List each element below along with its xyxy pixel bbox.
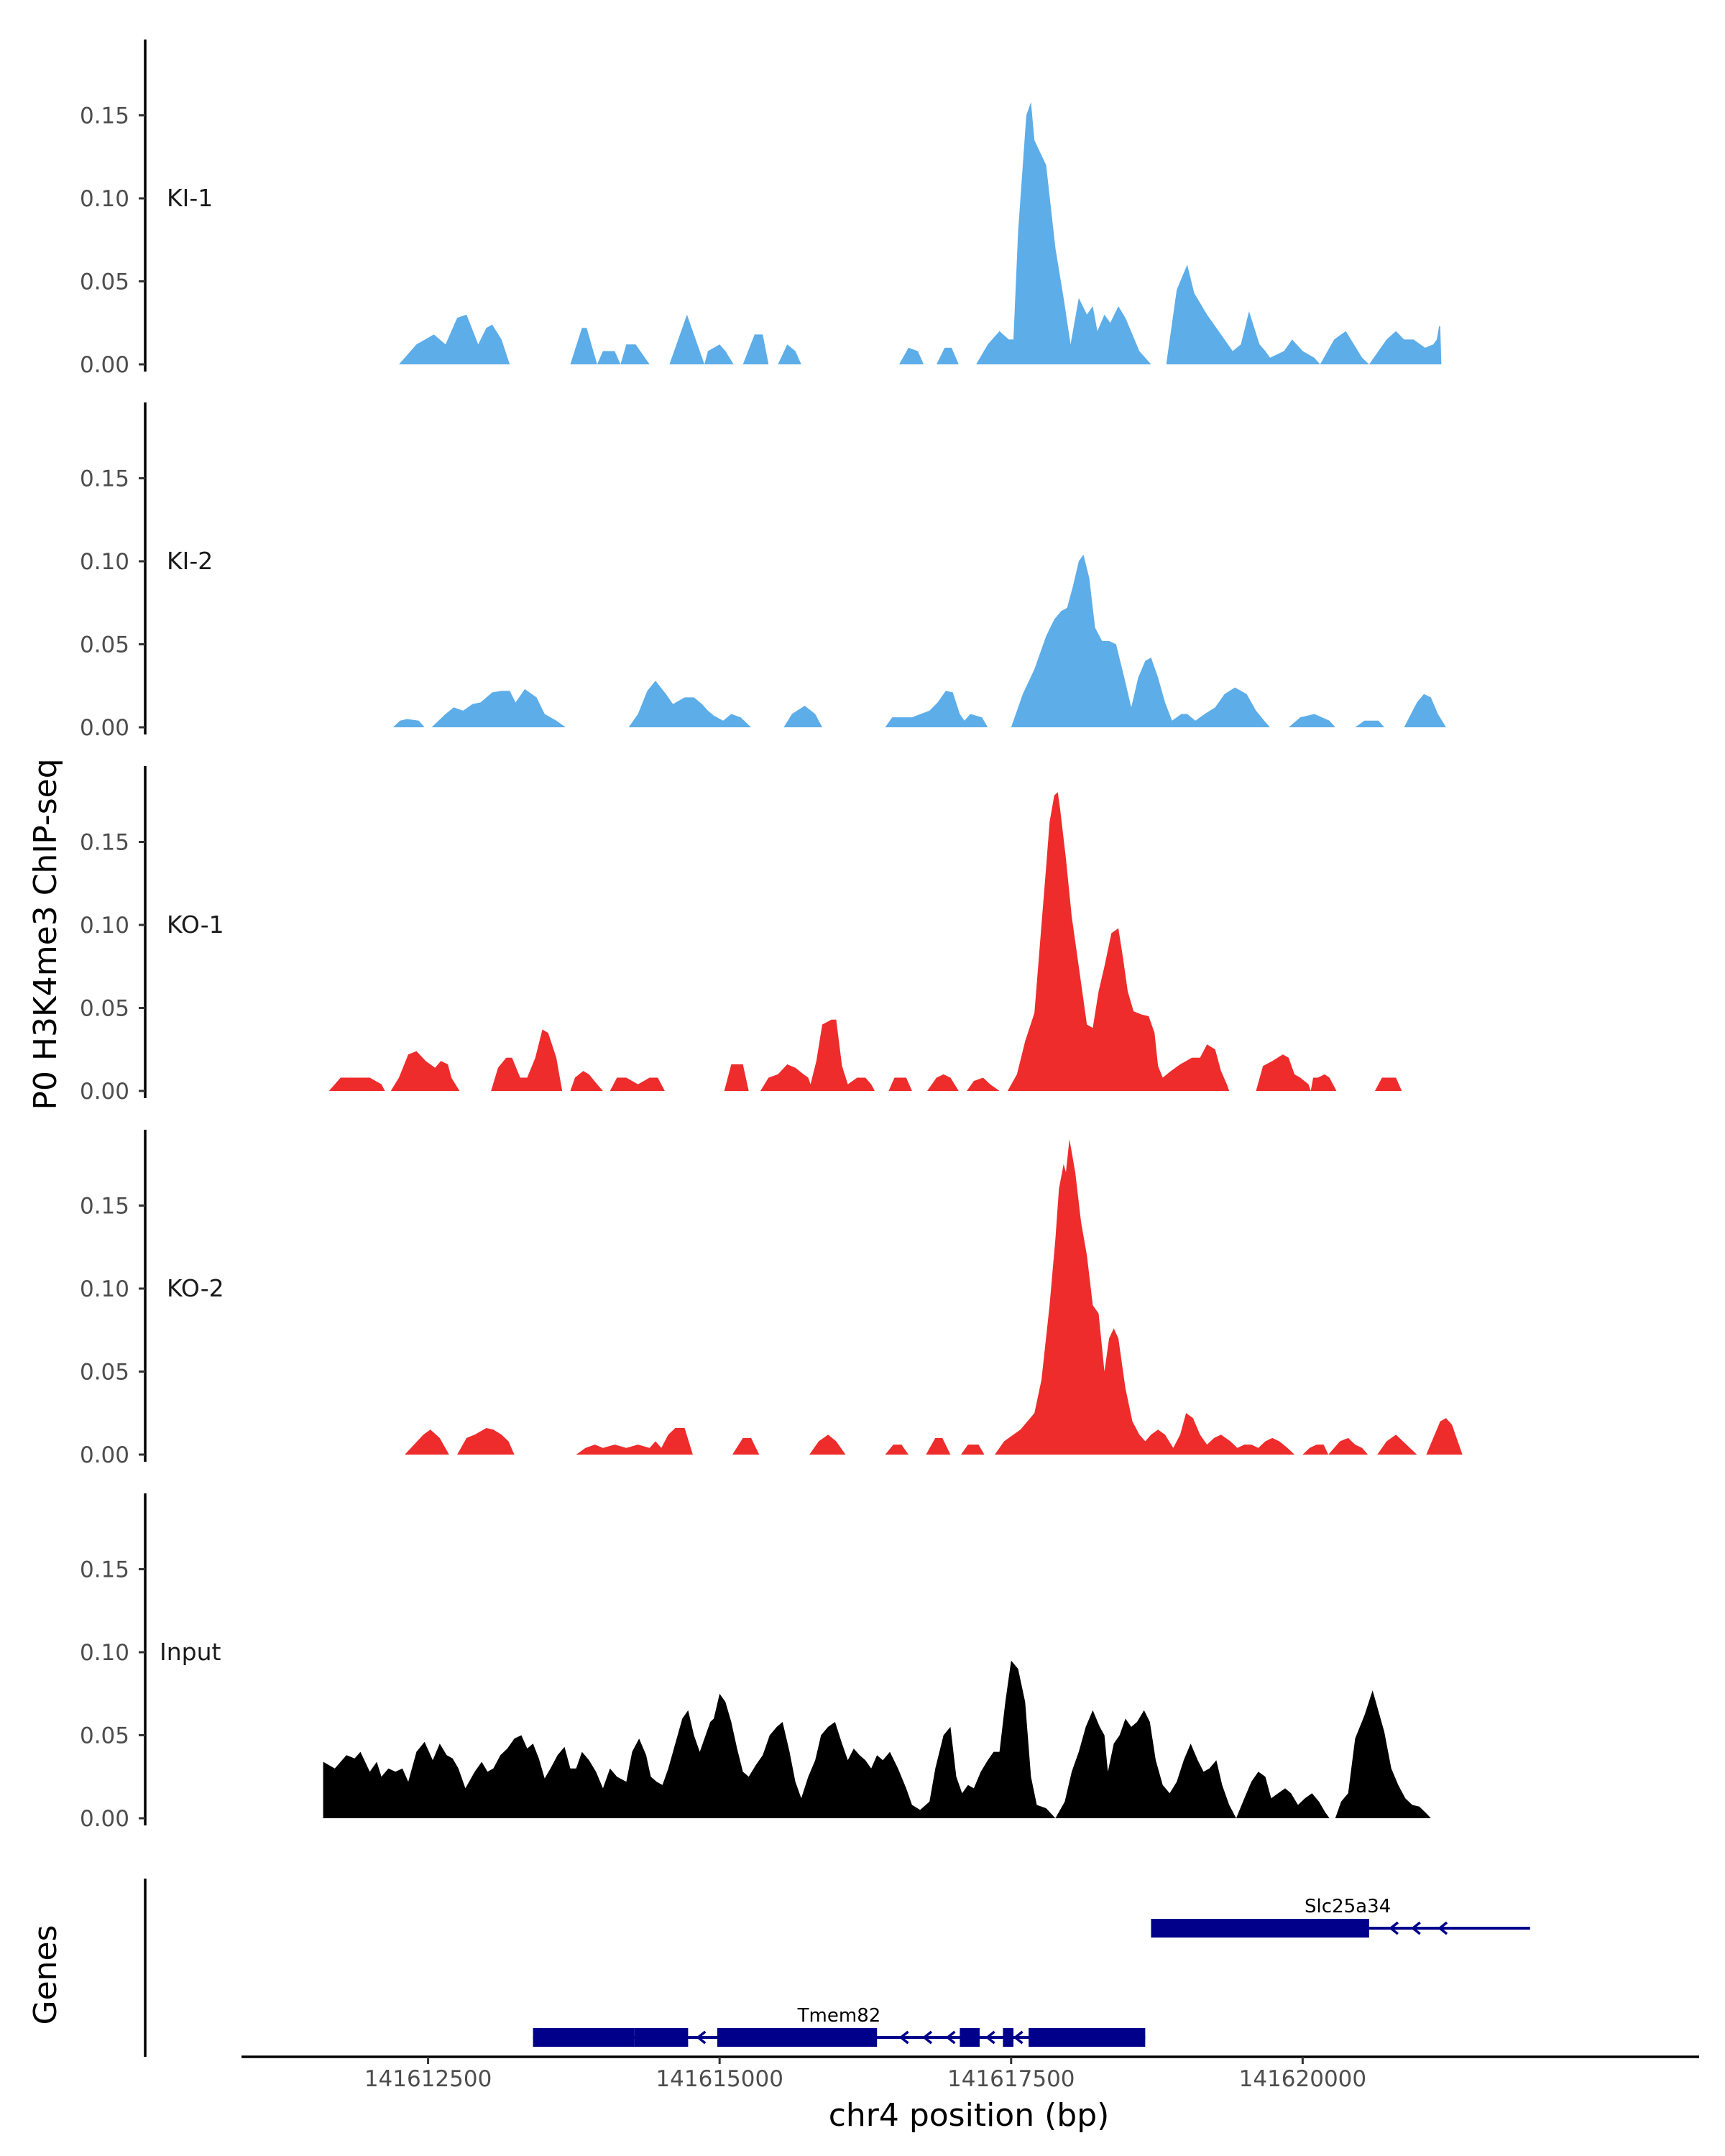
gene-strand-arrow (696, 2030, 707, 2045)
y-tick-label: 0.15 (80, 103, 129, 129)
gene-exon (960, 2028, 980, 2047)
coverage-area-ko-2 (405, 1139, 1463, 1455)
coverage-area-ki-2 (392, 554, 1446, 727)
gene-annotation-panel: Slc25a34 Tmem82 (144, 1879, 1530, 2057)
track-ko-2: 0.00 0.05 0.10 0.15 KO-2 (80, 1130, 1463, 1468)
track-label: KO-1 (167, 911, 224, 939)
x-axis-title: chr4 position (bp) (829, 2097, 1110, 2134)
x-tick-label: 141612500 (364, 2066, 492, 2092)
gene-label: Tmem82 (797, 2005, 881, 2027)
y-tick-label: 0.00 (80, 352, 129, 378)
y-tick-label: 0.15 (80, 466, 129, 492)
gene-strand-arrow (1410, 1921, 1421, 1935)
y-tick-label: 0.00 (80, 715, 129, 741)
y-tick-label: 0.10 (80, 1640, 129, 1666)
genes-axis-title: Genes (27, 1925, 64, 2024)
x-axis: 141612500 141615000 141617500 141620000 (242, 2055, 1699, 2092)
y-axis-title: P0 H3K4me3 ChIP-seq (27, 758, 64, 1110)
x-tick-label: 141620000 (1239, 2066, 1367, 2092)
y-tick-label: 0.15 (80, 1194, 129, 1220)
y-tick-label: 0.15 (80, 1557, 129, 1583)
gene-exon (1003, 2028, 1014, 2047)
track-label: KI-1 (167, 184, 213, 212)
track-label: KI-2 (167, 547, 213, 575)
track-ko-1: 0.00 0.05 0.10 0.15 KO-1 (80, 766, 1431, 1105)
y-tick-label: 0.05 (80, 1360, 129, 1386)
y-tick-label: 0.05 (80, 1723, 129, 1749)
gene-strand-arrow (1438, 1921, 1448, 1935)
coverage-tracks: 0.00 0.05 0.10 0.15 KI-1 0.00 0.05 0.10 0.15 KI-2… (80, 40, 1463, 1832)
y-tick-label: 0.05 (80, 270, 129, 295)
y-tick-label: 0.10 (80, 1276, 129, 1302)
gene-strand-arrow (1013, 2030, 1024, 2045)
y-tick-label: 0.05 (80, 996, 129, 1022)
track-input: 0.00 0.05 0.10 0.15 Input (80, 1493, 1431, 1832)
gene-strand-arrow (945, 2030, 956, 2045)
y-tick-label: 0.00 (80, 1442, 129, 1468)
gene-strand-arrow (922, 2030, 933, 2045)
gene-tmem82: Tmem82 (533, 2005, 1146, 2047)
gene-strand-arrow (898, 2030, 909, 2045)
gene-exon (1029, 2028, 1146, 2047)
track-ki-1: 0.00 0.05 0.10 0.15 KI-1 (80, 40, 1442, 378)
y-tick-label: 0.00 (80, 1806, 129, 1832)
y-tick-label: 0.10 (80, 913, 129, 939)
coverage-area-input (323, 1660, 1431, 1818)
y-tick-label: 0.10 (80, 549, 129, 575)
gene-exon (634, 2028, 689, 2047)
gene-exon (533, 2028, 635, 2047)
y-tick-label: 0.00 (80, 1079, 129, 1105)
gene-exon (1151, 1919, 1369, 1938)
gene-slc25a34: Slc25a34 (1151, 1896, 1530, 1938)
y-tick-label: 0.10 (80, 186, 129, 212)
track-label: Input (160, 1638, 221, 1666)
gene-strand-arrow (985, 2030, 995, 2045)
track-ki-2: 0.00 0.05 0.10 0.15 KI-2 (80, 402, 1446, 741)
track-label: KO-2 (167, 1274, 224, 1302)
coverage-area-ki-1 (399, 102, 1442, 364)
y-tick-label: 0.05 (80, 632, 129, 658)
coverage-area-ko-1 (328, 792, 1431, 1091)
gene-label: Slc25a34 (1305, 1896, 1391, 1917)
gene-strand-arrow (1389, 1921, 1399, 1935)
x-tick-label: 141617500 (947, 2066, 1075, 2092)
y-tick-label: 0.15 (80, 830, 129, 856)
x-tick-label: 141615000 (656, 2066, 783, 2092)
gene-exon (717, 2028, 878, 2047)
